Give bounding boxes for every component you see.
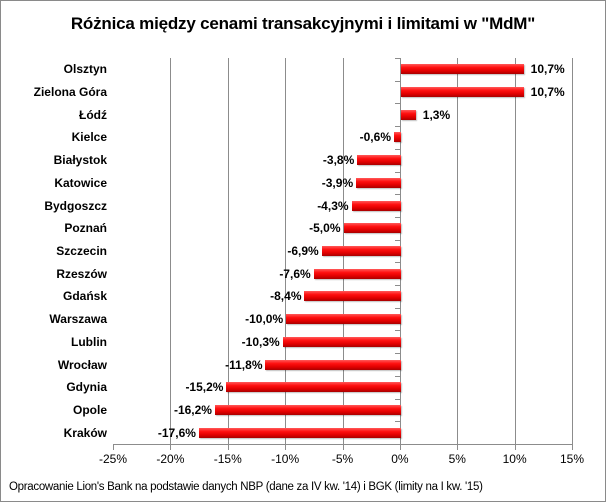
- category-label: Wrocław: [57, 357, 107, 372]
- data-label: -16,2%: [173, 402, 212, 417]
- category-label: Zielona Góra: [33, 85, 107, 100]
- gridline: [170, 58, 172, 444]
- category-label: Rzeszów: [56, 266, 107, 281]
- y-tick: [395, 353, 400, 355]
- y-tick: [395, 194, 400, 196]
- bar: [357, 155, 401, 166]
- x-tick: [399, 444, 401, 450]
- gridline: [514, 58, 516, 444]
- category-label: Szczecin: [56, 244, 107, 258]
- data-label: -4,3%: [317, 198, 349, 213]
- y-tick: [395, 307, 400, 309]
- data-label: -8,4%: [270, 289, 302, 304]
- y-tick: [395, 148, 400, 150]
- category-label: Warszawa: [49, 312, 107, 327]
- x-tick-label: -20%: [156, 452, 185, 466]
- x-tick: [457, 444, 459, 450]
- bar: [226, 382, 401, 393]
- y-tick: [395, 421, 400, 423]
- y-tick: [395, 126, 400, 128]
- y-tick: [395, 80, 400, 82]
- gridline: [457, 58, 459, 444]
- x-tick-label: -25%: [98, 452, 127, 466]
- data-label: -3,9%: [321, 175, 354, 190]
- category-label: Kielce: [71, 130, 107, 145]
- x-tick: [113, 444, 114, 450]
- y-tick: [395, 375, 400, 377]
- data-label: -10,0%: [245, 312, 284, 327]
- bar: [304, 291, 401, 302]
- bar: [351, 200, 401, 211]
- data-label: 10,7%: [530, 85, 565, 100]
- gridline: [572, 58, 573, 444]
- gridline: [227, 58, 229, 444]
- data-label: -11,8%: [225, 357, 263, 372]
- x-tick: [285, 444, 287, 450]
- x-tick-label: -15%: [213, 452, 242, 466]
- data-label: -17,6%: [157, 425, 196, 440]
- x-tick-label: 5%: [448, 452, 466, 466]
- data-label: -10,3%: [241, 334, 280, 349]
- x-tick-label: -10%: [271, 452, 300, 466]
- category-label: Lublin: [71, 334, 107, 349]
- data-label: -5,0%: [309, 221, 341, 236]
- category-label: Łódź: [79, 107, 107, 122]
- category-label: Gdynia: [66, 380, 107, 395]
- data-label: -15,2%: [185, 380, 224, 395]
- category-label: Opole: [72, 402, 107, 417]
- data-label: 1,3%: [422, 107, 451, 122]
- y-tick: [395, 285, 400, 287]
- bar: [400, 87, 524, 98]
- bar: [286, 314, 401, 325]
- y-tick: [395, 398, 400, 400]
- data-label: -3,8%: [322, 153, 355, 168]
- bar: [400, 64, 524, 75]
- x-tick-label: 15%: [559, 452, 585, 466]
- bar: [282, 336, 401, 347]
- bar: [356, 177, 401, 188]
- x-tick: [514, 444, 516, 450]
- bar: [214, 404, 401, 415]
- category-label: Białystok: [53, 153, 107, 168]
- bar: [393, 132, 401, 143]
- y-tick: [395, 103, 400, 105]
- data-label: 10,7%: [530, 62, 565, 77]
- bar: [265, 359, 401, 370]
- x-tick: [227, 444, 229, 450]
- x-tick-label: -5%: [331, 452, 354, 466]
- y-tick: [395, 216, 400, 218]
- data-label: -6,9%: [287, 244, 319, 258]
- y-tick: [395, 330, 400, 332]
- x-tick-label: 0%: [391, 452, 409, 466]
- y-tick: [395, 262, 400, 264]
- x-tick: [572, 444, 573, 450]
- y-tick: [395, 171, 400, 173]
- source-note: Opracowanie Lion's Bank na podstawie dan…: [9, 481, 483, 493]
- gridline: [285, 58, 287, 444]
- bar: [400, 109, 416, 120]
- category-label: Katowice: [54, 175, 107, 190]
- category-label: Kraków: [63, 425, 107, 440]
- category-label: Gdańsk: [62, 289, 107, 304]
- y-tick: [395, 239, 400, 241]
- category-label: Poznań: [64, 221, 107, 236]
- x-tick: [342, 444, 344, 450]
- x-tick-label: 10%: [502, 452, 527, 466]
- y-tick: [395, 444, 400, 445]
- plot-area: [113, 58, 573, 450]
- category-label: Bydgoszcz: [44, 198, 107, 213]
- bar: [343, 223, 401, 234]
- data-label: -7,6%: [279, 266, 311, 281]
- x-tick: [170, 444, 172, 450]
- data-label: -0,6%: [359, 130, 391, 145]
- bar: [321, 246, 401, 256]
- chart-title: Różnica między cenami transakcyjnymi i l…: [70, 14, 536, 33]
- bar: [313, 268, 401, 279]
- category-label: Olsztyn: [63, 62, 107, 77]
- y-tick: [395, 58, 400, 59]
- bar: [198, 427, 401, 438]
